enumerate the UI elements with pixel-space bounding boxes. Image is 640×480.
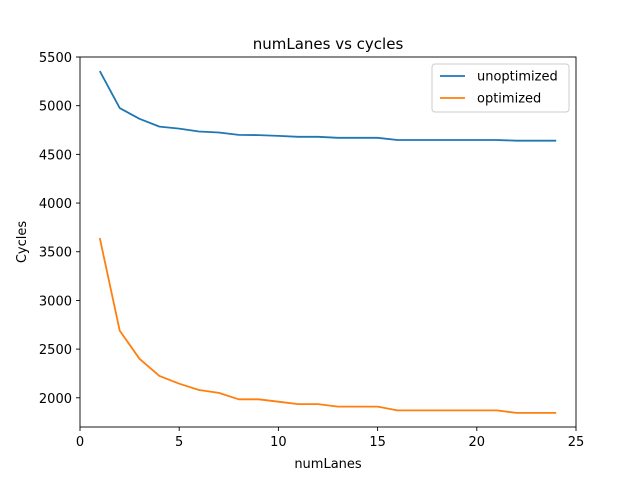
chart-title: numLanes vs cycles (253, 35, 404, 53)
plot-frame (79, 56, 577, 428)
y-axis: 2000 2500 3000 3500 4000 4500 5000 5500 (39, 51, 80, 407)
legend-box (431, 63, 570, 113)
y-tick-label: 3000 (39, 294, 72, 309)
y-tick-label: 4500 (39, 148, 72, 163)
x-axis-label: numLanes (294, 457, 362, 472)
legend-label-optimized: optimized (477, 92, 541, 107)
y-tick-label: 2500 (39, 343, 72, 358)
y-tick-label: 2000 (39, 392, 72, 407)
y-tick-label: 5500 (39, 51, 72, 66)
legend-label-unoptimized: unoptimized (477, 70, 558, 85)
x-tick-label: 25 (568, 435, 585, 450)
series-line-unoptimized (99, 70, 557, 142)
x-axis: 0 5 10 15 20 25 (76, 427, 584, 450)
plot-area (79, 56, 577, 428)
y-tick-label: 4000 (39, 197, 72, 212)
series-line-optimized (98, 237, 557, 414)
y-axis-label: Cycles (15, 221, 30, 264)
y-tick-label: 5000 (39, 100, 72, 115)
legend: unoptimized optimized (431, 63, 570, 113)
x-tick-label: 10 (270, 435, 287, 450)
x-tick-label: 20 (469, 435, 486, 450)
x-tick-label: 5 (175, 435, 183, 450)
x-tick-label: 15 (369, 435, 386, 450)
x-tick-label: 0 (76, 435, 84, 450)
y-tick-label: 3500 (39, 246, 72, 261)
series-layer (98, 70, 557, 414)
